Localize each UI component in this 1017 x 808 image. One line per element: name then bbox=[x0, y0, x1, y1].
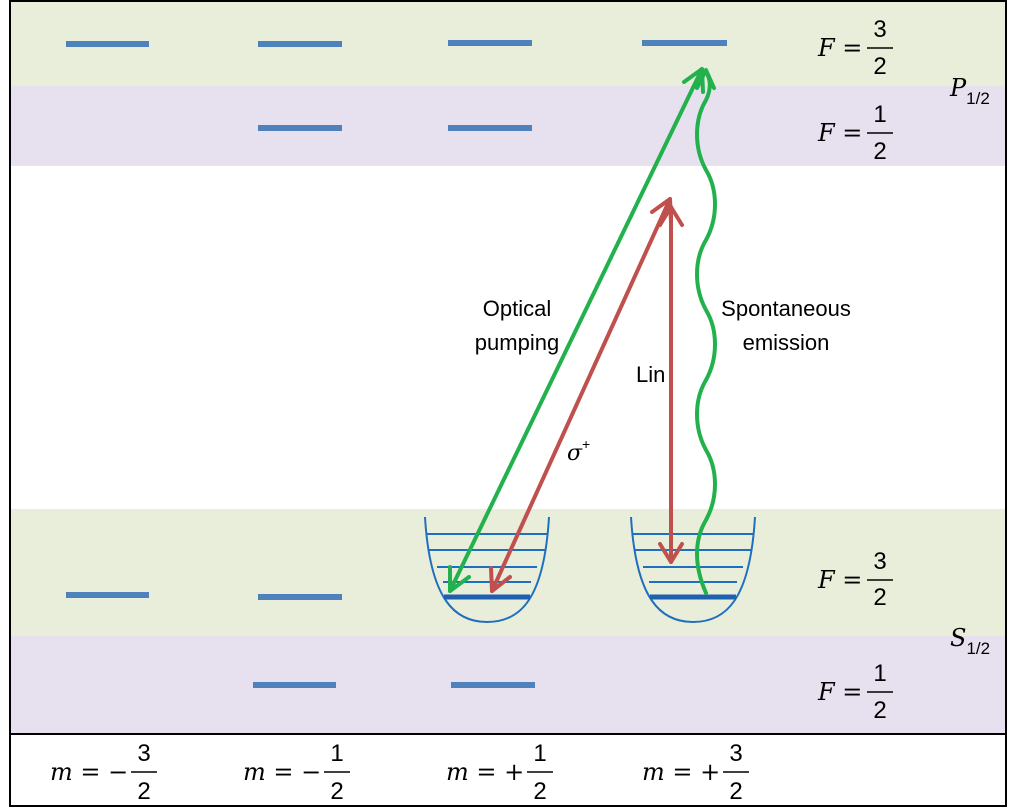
m-label-lhs: m = − bbox=[50, 758, 128, 786]
f-label-p12: F = 1 2 bbox=[817, 101, 893, 165]
f-label-lhs: F = bbox=[817, 34, 862, 62]
f-label-num: 3 bbox=[873, 16, 886, 43]
s-manifold-main: S bbox=[950, 624, 966, 652]
f-label-p32: F = 3 2 bbox=[817, 16, 893, 80]
m-label-lhs: m = + bbox=[446, 758, 524, 786]
f-label-num: 1 bbox=[873, 101, 886, 128]
optical-pumping-label-2: pumping bbox=[475, 330, 559, 355]
f-label-num: 3 bbox=[873, 548, 886, 575]
f-label-lhs: F = bbox=[817, 119, 862, 147]
p-manifold-sub: 1/2 bbox=[966, 89, 990, 108]
f-label-num: 1 bbox=[873, 660, 886, 687]
s-manifold-sub: 1/2 bbox=[966, 639, 990, 658]
p-manifold-label: P1/2 bbox=[949, 74, 990, 108]
m-label-minus-1-2: m = − 1 2 bbox=[243, 740, 350, 805]
m-label-num: 3 bbox=[137, 740, 150, 767]
sigma-sup: + bbox=[582, 436, 590, 452]
f-label-den: 2 bbox=[873, 584, 886, 611]
f-label-s12: F = 1 2 bbox=[817, 660, 893, 724]
optical-pumping-label-1: Optical bbox=[483, 296, 551, 321]
m-label-den: 2 bbox=[533, 778, 546, 805]
m-label-lhs: m = + bbox=[642, 758, 720, 786]
optical-pumping-arrow bbox=[448, 67, 705, 593]
sigma-symbol: σ bbox=[567, 441, 583, 466]
m-label-num: 3 bbox=[729, 740, 742, 767]
spontaneous-label-1: Spontaneous bbox=[721, 296, 851, 321]
lin-arrow bbox=[658, 205, 684, 564]
energy-levels bbox=[66, 40, 727, 688]
lin-label: Lin bbox=[636, 362, 665, 387]
s-manifold-label: S1/2 bbox=[950, 624, 990, 658]
m-label-num: 1 bbox=[330, 740, 343, 767]
m-label-den: 2 bbox=[729, 778, 742, 805]
sigma-plus-label: σ+ bbox=[567, 436, 590, 466]
f-label-den: 2 bbox=[873, 697, 886, 724]
f-label-den: 2 bbox=[873, 53, 886, 80]
s-f32-band bbox=[10, 509, 1006, 636]
m-label-num: 1 bbox=[533, 740, 546, 767]
diagram-border bbox=[9, 0, 1007, 807]
spontaneous-label-2: emission bbox=[743, 330, 830, 355]
f-label-lhs: F = bbox=[817, 566, 862, 594]
f-label-den: 2 bbox=[873, 138, 886, 165]
spontaneous-emission-arrow bbox=[695, 68, 717, 595]
m-label-plus-1-2: m = + 1 2 bbox=[446, 740, 553, 805]
m-label-den: 2 bbox=[330, 778, 343, 805]
m-label-den: 2 bbox=[137, 778, 150, 805]
m-label-minus-3-2: m = − 3 2 bbox=[50, 740, 157, 805]
p-manifold-main: P bbox=[949, 74, 967, 102]
m-label-plus-3-2: m = + 3 2 bbox=[642, 740, 749, 805]
m-label-lhs: m = − bbox=[243, 758, 321, 786]
f-label-lhs: F = bbox=[817, 678, 862, 706]
trap-left bbox=[424, 516, 550, 624]
trap-right bbox=[630, 516, 756, 624]
f-label-s32: F = 3 2 bbox=[817, 548, 893, 611]
